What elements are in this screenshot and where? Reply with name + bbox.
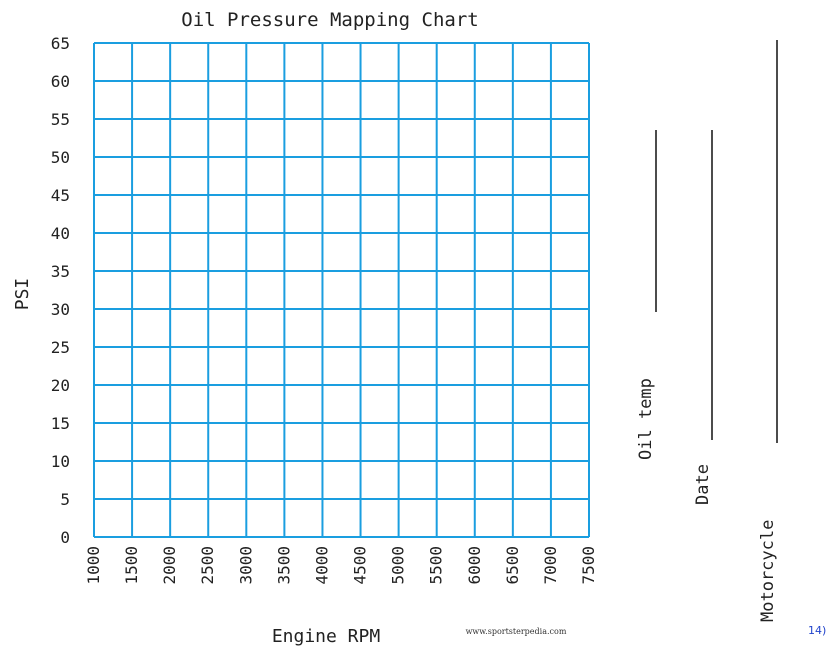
page-number: 14) <box>808 624 826 637</box>
x-tick-label: 7000 <box>541 546 560 585</box>
y-tick-label: 45 <box>51 186 70 205</box>
x-tick-label: 5500 <box>427 546 446 585</box>
x-tick-label: 6500 <box>503 546 522 585</box>
y-tick-label: 10 <box>51 452 70 471</box>
x-tick-label: 4500 <box>351 546 370 585</box>
plot-grid <box>93 42 590 538</box>
y-tick-label: 50 <box>51 148 70 167</box>
x-tick-label: 2000 <box>160 546 179 585</box>
x-tick-label: 7500 <box>579 546 598 585</box>
y-tick-label: 0 <box>60 528 70 547</box>
y-tick-label: 15 <box>51 414 70 433</box>
oil-temp-label: Oil temp <box>636 378 656 460</box>
y-tick-label: 35 <box>51 262 70 281</box>
x-tick-label: 2500 <box>198 546 217 585</box>
date-label: Date <box>693 464 713 505</box>
y-tick-label: 5 <box>60 490 70 509</box>
x-tick-label: 6000 <box>465 546 484 585</box>
source-credit: www.sportsterpedia.com <box>466 627 567 636</box>
y-tick-label: 60 <box>51 72 70 91</box>
y-axis-ticks: 0 5 10 15 20 25 30 35 40 45 50 55 60 65 <box>51 34 70 547</box>
x-tick-label: 1500 <box>122 546 141 585</box>
y-tick-label: 65 <box>51 34 70 53</box>
chart-title: Oil Pressure Mapping Chart <box>181 9 478 31</box>
motorcycle-label: Motorcycle <box>758 520 778 622</box>
x-axis-label: Engine RPM <box>272 626 381 647</box>
x-tick-label: 4000 <box>312 546 331 585</box>
y-tick-label: 20 <box>51 376 70 395</box>
x-tick-label: 3500 <box>274 546 293 585</box>
y-tick-label: 55 <box>51 110 70 129</box>
y-tick-label: 25 <box>51 338 70 357</box>
y-tick-label: 30 <box>51 300 70 319</box>
y-axis-label: PSI <box>12 278 33 311</box>
x-tick-label: 1000 <box>84 546 103 585</box>
x-tick-label: 3000 <box>236 546 255 585</box>
y-tick-label: 40 <box>51 224 70 243</box>
x-tick-label: 5000 <box>389 546 408 585</box>
x-axis-ticks: 1000 1500 2000 2500 3000 3500 4000 4500 5000 5500… <box>84 546 598 585</box>
